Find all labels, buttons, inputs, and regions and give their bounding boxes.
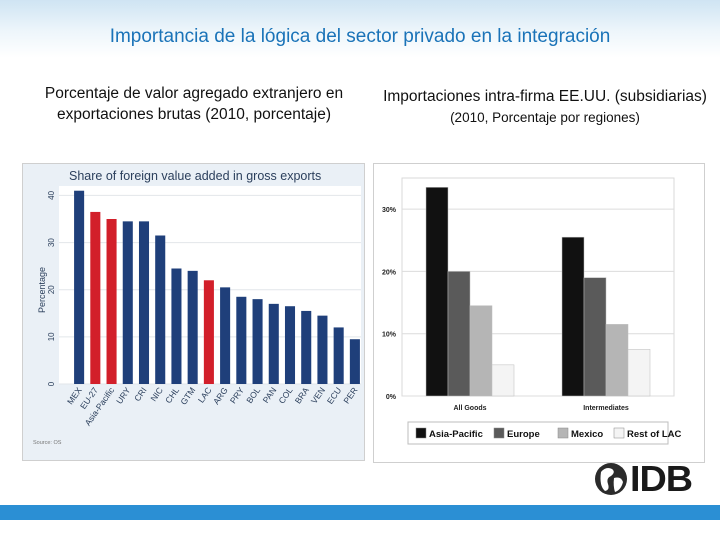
bar-asia-pacific-intermediates bbox=[561, 236, 585, 397]
bar-pry bbox=[236, 296, 247, 384]
bar-lac bbox=[203, 280, 214, 384]
legend-swatch bbox=[557, 427, 569, 439]
bar-pan bbox=[268, 303, 279, 384]
bar-ecu bbox=[333, 327, 344, 384]
x-tick-label: PRY bbox=[228, 385, 246, 405]
intra-firm-chart: 0% 10% 20% 30% All Goods Intermediates Asia-P… bbox=[382, 177, 682, 445]
idb-wordmark: IDB bbox=[630, 458, 693, 499]
bar-chl bbox=[171, 268, 182, 384]
y-tick-label: 30% bbox=[382, 207, 397, 214]
y-tick-label: 10% bbox=[382, 332, 397, 339]
x-tick-label: LAC bbox=[196, 385, 214, 404]
x-tick-label: BOL bbox=[244, 385, 262, 405]
bar-bra bbox=[301, 310, 312, 384]
legend-label: Mexico bbox=[571, 429, 603, 440]
x-tick-label: Intermediates bbox=[583, 405, 629, 412]
legend-swatch bbox=[493, 427, 505, 439]
legend-box bbox=[407, 421, 669, 445]
bar-col bbox=[284, 306, 296, 384]
x-tick-label: GTM bbox=[178, 385, 197, 406]
x-tick-label: PER bbox=[341, 385, 359, 405]
x-tick-label: VEN bbox=[309, 385, 327, 405]
bar-mexico-intermediates bbox=[605, 324, 629, 397]
bar-europe-all-goods bbox=[447, 271, 471, 397]
chart-title: Share of foreign value added in gross ex… bbox=[69, 169, 321, 183]
bar-mexico-all-goods bbox=[469, 305, 493, 397]
x-tick-label: ARG bbox=[211, 385, 230, 406]
bar-ven bbox=[317, 315, 328, 384]
legend-label: Asia-Pacific bbox=[429, 429, 483, 440]
source-note: Source: OS bbox=[33, 440, 62, 446]
x-tick-label: URY bbox=[114, 385, 133, 406]
legend-swatch bbox=[613, 427, 625, 439]
slide-title: Importancia de la lógica del sector priv… bbox=[109, 26, 611, 47]
bar-per bbox=[349, 339, 360, 384]
right-chart-subtitle: Importaciones intra-firma EE.UU. (subsid… bbox=[380, 86, 710, 128]
legend-swatch bbox=[415, 427, 427, 439]
bar-cri bbox=[138, 221, 150, 384]
globe-icon bbox=[595, 463, 627, 495]
bar-asia-pacific-all-goods bbox=[425, 187, 449, 397]
y-tick-label: 0 bbox=[47, 381, 56, 386]
y-tick-label: 0% bbox=[386, 394, 397, 401]
bar-mex bbox=[74, 190, 85, 384]
y-tick-label: 20% bbox=[382, 269, 397, 276]
x-tick-label: All Goods bbox=[453, 405, 486, 412]
bar-asia-pacific bbox=[106, 219, 117, 384]
bar-ury bbox=[122, 221, 133, 384]
x-tick-label: PAN bbox=[261, 385, 279, 405]
x-tick-label: BRA bbox=[293, 385, 311, 405]
y-axis-label: Percentage bbox=[37, 267, 47, 313]
bar-arg bbox=[220, 287, 231, 384]
foreign-value-chart-panel: 0 10 20 30 40 MEX EU-27 Asia-Pacific URY CRI NIC CH… bbox=[22, 163, 365, 461]
bar-eu-27 bbox=[90, 211, 101, 384]
right-subtitle-line2: (2010, Porcentaje por regiones) bbox=[450, 110, 640, 125]
y-tick-label: 10 bbox=[47, 332, 56, 341]
right-subtitle-line1: Importaciones intra-firma EE.UU. (subsid… bbox=[383, 88, 707, 105]
y-tick-label: 30 bbox=[47, 238, 56, 247]
bar-rest-of-lac-intermediates bbox=[627, 349, 651, 397]
legend-label: Europe bbox=[507, 429, 540, 440]
legend-label: Rest of LAC bbox=[627, 429, 682, 440]
x-tick-label: NIC bbox=[148, 385, 165, 403]
bottom-bar bbox=[0, 505, 720, 520]
bar-europe-intermediates bbox=[583, 277, 607, 397]
x-tick-label: CRI bbox=[132, 385, 149, 403]
x-tick-label: ECU bbox=[325, 385, 343, 405]
bar-bol bbox=[252, 299, 263, 384]
y-tick-label: 20 bbox=[47, 285, 56, 294]
title-bar bbox=[0, 0, 720, 58]
bar-nic bbox=[155, 235, 166, 384]
left-chart-subtitle: Porcentaje de valor agregado extranjero … bbox=[44, 85, 344, 123]
bar-rest-of-lac-all-goods bbox=[491, 364, 515, 397]
y-tick-label: 40 bbox=[47, 190, 56, 199]
bar-gtm bbox=[187, 270, 198, 384]
x-tick-label: COL bbox=[276, 385, 294, 405]
intra-firm-chart-panel: 0% 10% 20% 30% All Goods Intermediates Asia-P… bbox=[373, 163, 705, 463]
idb-logo: IDB bbox=[594, 460, 706, 498]
